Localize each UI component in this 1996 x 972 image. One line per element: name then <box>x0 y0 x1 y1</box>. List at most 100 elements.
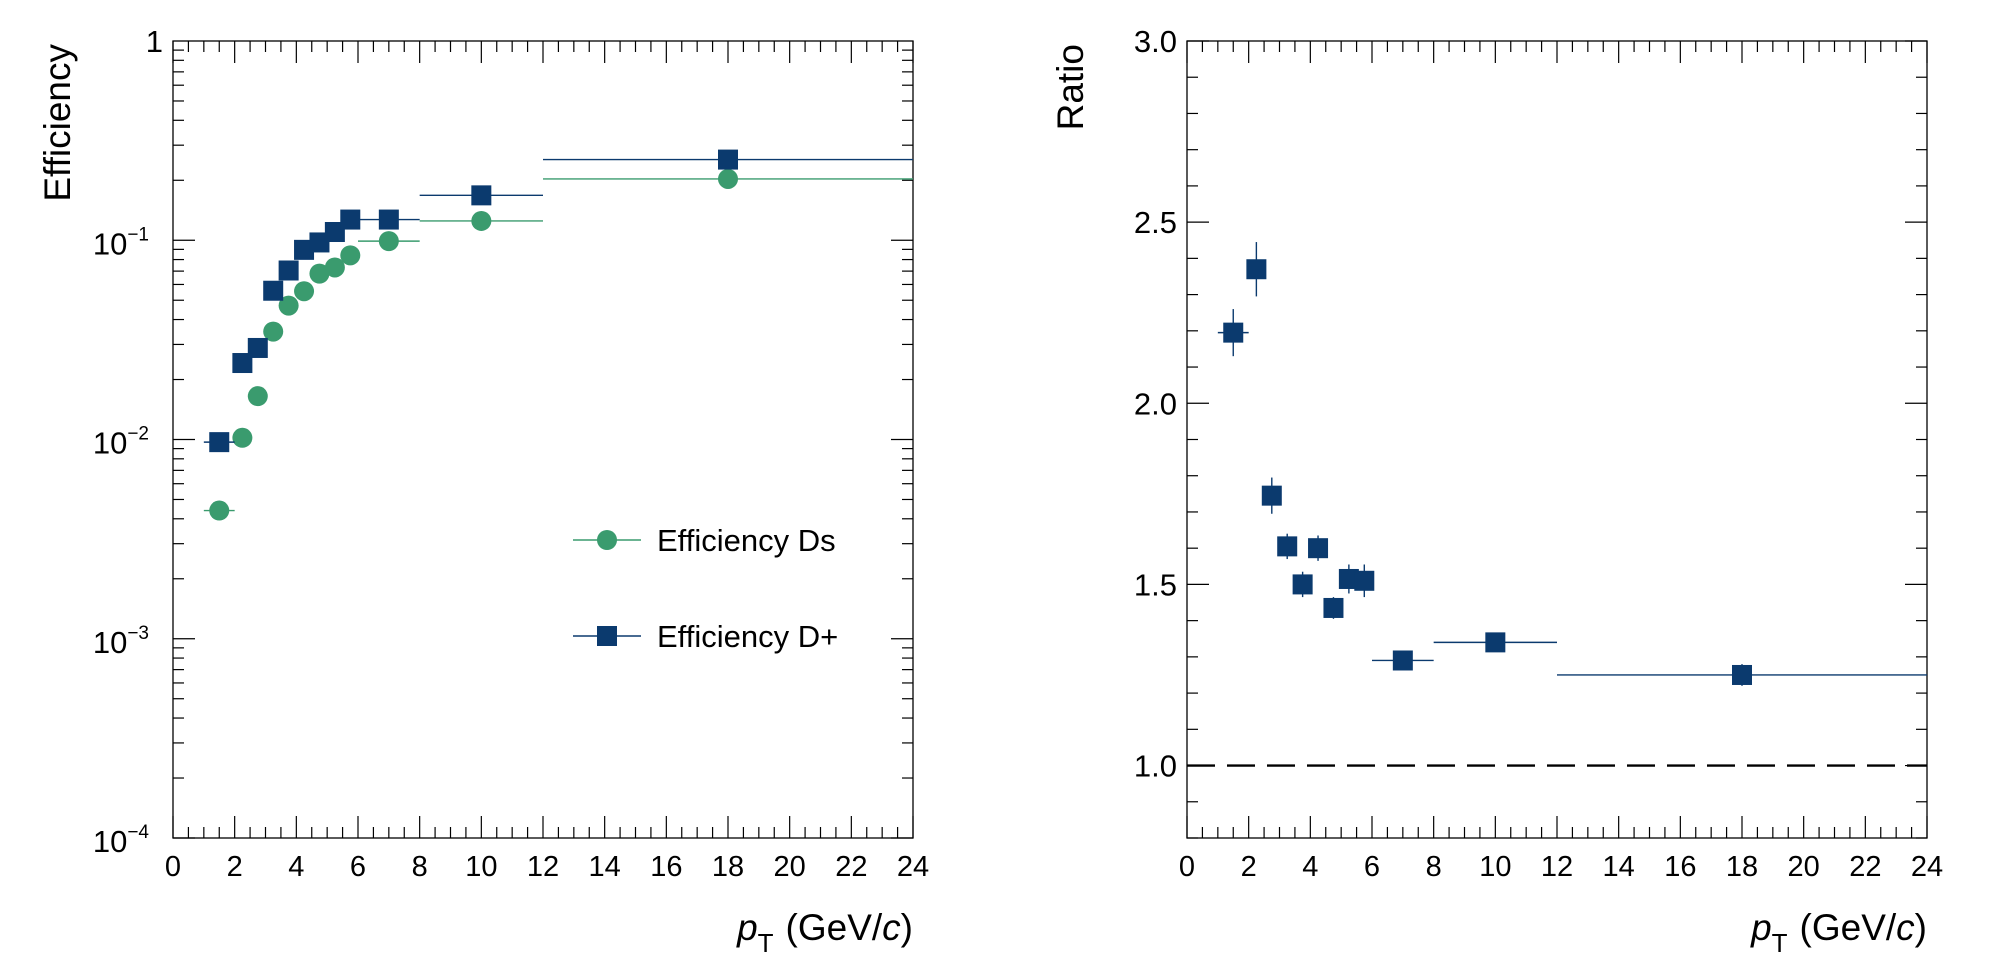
legend-item: Efficiency Ds <box>573 523 836 558</box>
x-tick-label: 18 <box>1726 851 1758 883</box>
series-1 <box>1217 242 1927 686</box>
data-point <box>309 232 330 253</box>
y-tick-label: 10−1 <box>93 224 149 261</box>
x-title-variable: p <box>1750 907 1772 948</box>
data-point <box>309 263 330 284</box>
data-point <box>324 257 345 278</box>
data-point <box>263 321 284 342</box>
data-point <box>294 239 315 260</box>
series-2 <box>203 149 913 453</box>
data-point <box>1392 650 1413 671</box>
x-title-subscript: T <box>758 928 774 958</box>
x-tick-label: 22 <box>835 851 867 883</box>
x-axis-title: pT (GeV/c) <box>736 907 913 958</box>
y-tick-base: 10 <box>93 226 127 261</box>
data-point <box>263 280 284 301</box>
x-tick-label: 8 <box>1426 851 1442 883</box>
x-tick-label: 12 <box>527 851 559 883</box>
x-tick-label: 10 <box>1479 851 1511 883</box>
series-1 <box>203 168 913 521</box>
x-tick-label: 24 <box>897 851 929 883</box>
y-axis-ticks <box>173 49 913 839</box>
data-point <box>718 168 738 189</box>
data-point <box>232 353 253 374</box>
y-tick-base: 10 <box>93 824 127 859</box>
data-point <box>378 209 399 230</box>
y-axis-title: Ratio <box>1050 44 1091 130</box>
data-point <box>209 432 230 453</box>
x-tick-label: 2 <box>1241 851 1257 883</box>
y-tick-exponent: −2 <box>127 424 149 445</box>
data-point <box>278 260 299 281</box>
y-tick-base: 10 <box>93 426 127 461</box>
x-tick-label: 24 <box>1911 851 1943 883</box>
legend-marker <box>597 626 617 646</box>
y-tick-label: 3.0 <box>1134 24 1177 59</box>
legend-label: Efficiency Ds <box>657 523 836 558</box>
data-point <box>247 386 268 407</box>
x-tick-label: 20 <box>774 851 806 883</box>
legend-marker <box>597 530 617 550</box>
data-point <box>471 185 492 206</box>
legend-item: Efficiency D+ <box>573 619 838 654</box>
data-point <box>232 427 253 448</box>
y-tick-label: 10−4 <box>93 822 150 859</box>
x-title-unit: (GeV/ <box>786 907 883 948</box>
data-point <box>1261 485 1282 506</box>
y-tick-label: 10−2 <box>93 424 149 461</box>
x-title-subscript: T <box>1772 928 1788 958</box>
x-axis-ticks <box>172 41 914 838</box>
x-tick-label: 0 <box>165 851 181 883</box>
data-point <box>1354 570 1375 591</box>
y-tick-exponent: −4 <box>127 822 149 843</box>
data-point <box>209 500 230 521</box>
data-point <box>340 209 361 230</box>
x-tick-label: 6 <box>350 851 366 883</box>
x-title-variable: p <box>736 907 758 948</box>
chart-panel-2: 0 2 4 6 8 10 12 14 16 18 20 22 241.01.52.02.53.0Rati… <box>1050 24 1943 958</box>
x-tick-label: 20 <box>1788 851 1820 883</box>
plot-frame <box>172 40 914 839</box>
x-tick-label: 18 <box>712 851 744 883</box>
y-tick-label: 10−3 <box>93 623 149 660</box>
x-tick-label: 14 <box>589 851 621 883</box>
data-point <box>1338 568 1359 589</box>
x-tick-label: 4 <box>288 851 304 883</box>
x-tick-label: 16 <box>1664 851 1696 883</box>
data-point <box>1485 632 1506 653</box>
y-tick-label: 2.5 <box>1134 205 1177 240</box>
data-point <box>1308 538 1329 559</box>
x-axis-ticks <box>1186 41 1928 838</box>
x-tick-label: 16 <box>650 851 682 883</box>
x-tick-label: 8 <box>412 851 428 883</box>
x-tick-label: 12 <box>1541 851 1573 883</box>
y-tick-label: 1.0 <box>1134 749 1177 784</box>
x-title-unit-italic: c <box>1896 907 1915 948</box>
data-point <box>247 337 268 358</box>
x-tick-label: 0 <box>1179 851 1195 883</box>
y-tick-label: 1.5 <box>1134 567 1177 602</box>
data-point <box>1292 574 1313 595</box>
data-point <box>1223 322 1244 343</box>
data-point <box>471 210 492 231</box>
data-point <box>378 231 399 252</box>
data-point <box>294 281 315 302</box>
x-title-unit-close: ) <box>901 907 913 948</box>
x-tick-label: 4 <box>1302 851 1318 883</box>
y-axis-title: Efficiency <box>37 44 78 202</box>
y-axis-ticks <box>1187 40 1927 839</box>
chart-panel-1: 0 2 4 6 8 10 12 14 16 18 20 22 24110−110−210−310−4Ef… <box>37 24 929 958</box>
data-point <box>1277 536 1298 557</box>
legend: Efficiency Ds Efficiency D+ <box>573 523 838 654</box>
data-point <box>340 245 361 266</box>
y-tick-base: 10 <box>93 625 127 660</box>
y-tick-exponent: −3 <box>127 623 149 644</box>
data-point <box>1323 597 1344 618</box>
y-tick-label: 2.0 <box>1134 386 1177 421</box>
x-title-unit-close: ) <box>1915 907 1927 948</box>
legend-label: Efficiency D+ <box>657 619 838 654</box>
y-tick-label: 1 <box>146 24 163 59</box>
y-tick-exponent: −1 <box>127 224 149 245</box>
data-point <box>1246 259 1267 280</box>
